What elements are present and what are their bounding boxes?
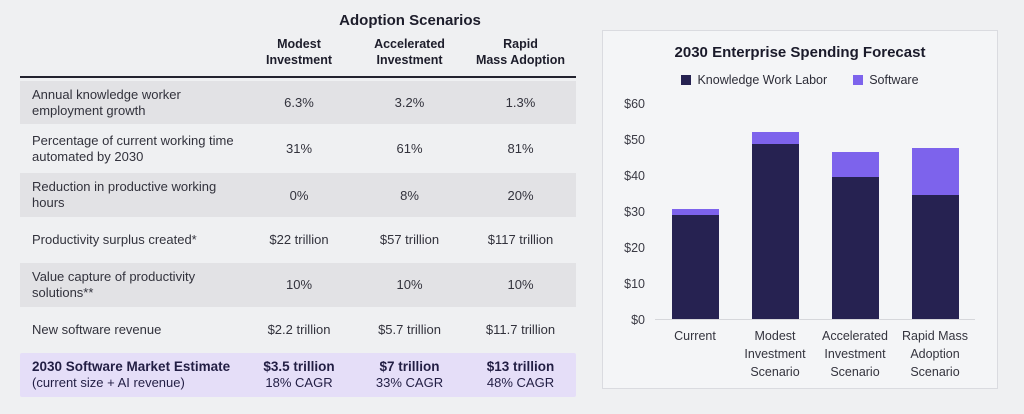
bar-segment-software [831,151,879,177]
legend-item-labor: Knowledge Work Labor [681,73,827,87]
x-axis-label: Current [674,329,716,343]
x-axis-label: Modest Investment Scenario [744,329,806,380]
bar-segment-knowledge-work-labor [751,144,799,319]
chart-legend: Knowledge Work Labor Software [603,73,997,87]
bar-segment-knowledge-work-labor [911,194,959,319]
table-row: New software revenue $2.2 trillion $5.7 … [32,321,556,338]
bar-group [655,104,735,319]
y-axis: $0 $10 $20 $30 $40 $50 $60 [603,97,647,327]
x-axis-labels: Current Modest Investment Scenario Acceler… [655,327,975,381]
y-tick-label: $0 [631,313,645,327]
spending-forecast-chart: 2030 Enterprise Spending Forecast Knowle… [602,30,998,389]
y-tick-label: $50 [624,133,645,147]
header-divider [20,76,576,79]
table-row: Value capture of productivity solutions*… [20,262,576,307]
market-estimate-accelerated: $7 trillion 33% CAGR [375,359,444,391]
bar-group [815,104,895,319]
y-tick-label: $10 [624,277,645,291]
y-tick-label: $60 [624,97,645,111]
chart-title: 2030 Enterprise Spending Forecast [674,44,926,61]
bar-segment-software [671,209,719,215]
x-axis-label: Accelerated Investment Scenario [821,329,888,380]
table-row: Reduction in productive working hours 0%… [20,173,576,217]
labor-swatch-icon [681,75,692,85]
y-tick-label: $30 [624,205,645,219]
y-tick-label: $40 [624,169,645,183]
table-title: Adoption Scenarios [339,12,481,29]
column-header-modest: Modest Investment [266,37,332,67]
market-estimate-row: 2030 Software Market Estimate (current s… [20,352,576,397]
software-swatch-icon [853,75,864,85]
bar-segment-knowledge-work-labor [671,214,719,319]
bar-group [895,104,975,319]
column-header-rapid: Rapid Mass Adoption [475,37,566,67]
bar-group [735,104,815,319]
table-header: Adoption Scenarios Modest Investment Acc… [20,12,576,79]
market-estimate-rapid: $13 trillion 48% CAGR [486,359,555,391]
bar-segment-knowledge-work-labor [831,176,879,319]
x-axis-label: Rapid Mass Adoption Scenario [902,329,968,380]
legend-item-software: Software [853,73,919,87]
bar-segment-software [911,148,959,195]
market-estimate-label: 2030 Software Market Estimate (current s… [32,358,231,391]
adoption-scenarios-table: Adoption Scenarios Modest Investment Acc… [20,12,576,397]
table-row: Productivity surplus created* $22 trilli… [32,231,554,248]
chart-plot [655,104,975,320]
y-tick-label: $20 [624,241,645,255]
column-header-accelerated: Accelerated Investment [374,37,445,67]
market-estimate-modest: $3.5 trillion 18% CAGR [263,359,335,391]
table-row: Annual knowledge worker employment growt… [20,80,576,125]
bar-segment-software [751,131,799,145]
table-row: Percentage of current working time autom… [32,132,534,164]
